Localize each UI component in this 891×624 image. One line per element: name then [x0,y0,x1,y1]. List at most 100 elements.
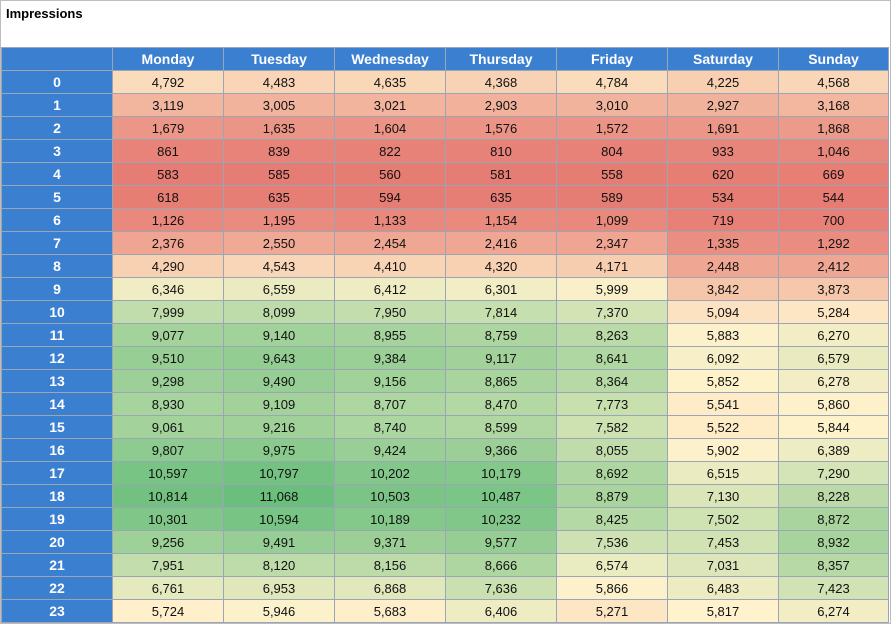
heatmap-cell[interactable]: 5,844 [778,415,889,439]
heatmap-cell[interactable]: 1,572 [556,116,668,140]
heatmap-cell[interactable]: 10,202 [334,461,446,485]
heatmap-cell[interactable]: 10,797 [223,461,335,485]
row-header-hour-12[interactable]: 12 [1,346,113,370]
heatmap-cell[interactable]: 7,453 [667,530,779,554]
column-header-wednesday[interactable]: Wednesday [334,47,446,71]
heatmap-cell[interactable]: 804 [556,139,668,163]
heatmap-cell[interactable]: 10,594 [223,507,335,531]
row-header-hour-3[interactable]: 3 [1,139,113,163]
heatmap-cell[interactable]: 9,510 [112,346,224,370]
heatmap-cell[interactable]: 5,866 [556,576,668,600]
heatmap-cell[interactable]: 6,274 [778,599,889,623]
heatmap-cell[interactable]: 7,951 [112,553,224,577]
heatmap-cell[interactable]: 10,503 [334,484,446,508]
row-header-hour-22[interactable]: 22 [1,576,113,600]
row-header-hour-15[interactable]: 15 [1,415,113,439]
heatmap-cell[interactable]: 719 [667,208,779,232]
row-header-hour-11[interactable]: 11 [1,323,113,347]
column-header-saturday[interactable]: Saturday [667,47,779,71]
row-header-hour-7[interactable]: 7 [1,231,113,255]
heatmap-cell[interactable]: 1,635 [223,116,335,140]
heatmap-cell[interactable]: 5,817 [667,599,779,623]
heatmap-cell[interactable]: 10,189 [334,507,446,531]
heatmap-cell[interactable]: 8,357 [778,553,889,577]
row-header-hour-1[interactable]: 1 [1,93,113,117]
heatmap-cell[interactable]: 5,522 [667,415,779,439]
heatmap-cell[interactable]: 5,883 [667,323,779,347]
heatmap-cell[interactable]: 10,487 [445,484,557,508]
row-header-hour-6[interactable]: 6 [1,208,113,232]
heatmap-cell[interactable]: 9,384 [334,346,446,370]
heatmap-cell[interactable]: 10,814 [112,484,224,508]
heatmap-cell[interactable]: 544 [778,185,889,209]
heatmap-cell[interactable]: 560 [334,162,446,186]
heatmap-cell[interactable]: 8,932 [778,530,889,554]
heatmap-cell[interactable]: 5,946 [223,599,335,623]
heatmap-cell[interactable]: 5,284 [778,300,889,324]
heatmap-cell[interactable]: 8,930 [112,392,224,416]
heatmap-cell[interactable]: 6,579 [778,346,889,370]
heatmap-cell[interactable]: 4,320 [445,254,557,278]
heatmap-cell[interactable]: 4,483 [223,70,335,94]
heatmap-cell[interactable]: 8,120 [223,553,335,577]
heatmap-cell[interactable]: 9,117 [445,346,557,370]
row-header-hour-0[interactable]: 0 [1,70,113,94]
heatmap-cell[interactable]: 6,406 [445,599,557,623]
heatmap-cell[interactable]: 620 [667,162,779,186]
heatmap-cell[interactable]: 1,046 [778,139,889,163]
heatmap-cell[interactable]: 700 [778,208,889,232]
heatmap-cell[interactable]: 6,559 [223,277,335,301]
heatmap-cell[interactable]: 7,950 [334,300,446,324]
heatmap-cell[interactable]: 635 [223,185,335,209]
heatmap-cell[interactable]: 6,301 [445,277,557,301]
heatmap-cell[interactable]: 3,021 [334,93,446,117]
heatmap-cell[interactable]: 8,425 [556,507,668,531]
heatmap-cell[interactable]: 8,879 [556,484,668,508]
heatmap-cell[interactable]: 7,636 [445,576,557,600]
heatmap-cell[interactable]: 8,865 [445,369,557,393]
heatmap-cell[interactable]: 8,099 [223,300,335,324]
heatmap-cell[interactable]: 8,470 [445,392,557,416]
heatmap-cell[interactable]: 7,502 [667,507,779,531]
heatmap-cell[interactable]: 8,707 [334,392,446,416]
heatmap-cell[interactable]: 8,156 [334,553,446,577]
heatmap-cell[interactable]: 6,270 [778,323,889,347]
heatmap-cell[interactable]: 8,692 [556,461,668,485]
column-header-monday[interactable]: Monday [112,47,224,71]
heatmap-cell[interactable]: 4,290 [112,254,224,278]
heatmap-cell[interactable]: 9,491 [223,530,335,554]
heatmap-cell[interactable]: 1,292 [778,231,889,255]
heatmap-cell[interactable]: 9,109 [223,392,335,416]
row-header-hour-17[interactable]: 17 [1,461,113,485]
heatmap-cell[interactable]: 8,599 [445,415,557,439]
heatmap-cell[interactable]: 10,179 [445,461,557,485]
heatmap-cell[interactable]: 1,868 [778,116,889,140]
heatmap-cell[interactable]: 4,171 [556,254,668,278]
heatmap-cell[interactable]: 11,068 [223,484,335,508]
heatmap-cell[interactable]: 8,666 [445,553,557,577]
heatmap-cell[interactable]: 10,232 [445,507,557,531]
heatmap-cell[interactable]: 1,154 [445,208,557,232]
heatmap-cell[interactable]: 5,271 [556,599,668,623]
heatmap-cell[interactable]: 534 [667,185,779,209]
heatmap-cell[interactable]: 2,412 [778,254,889,278]
heatmap-cell[interactable]: 8,759 [445,323,557,347]
heatmap-cell[interactable]: 7,290 [778,461,889,485]
row-header-hour-8[interactable]: 8 [1,254,113,278]
row-header-hour-21[interactable]: 21 [1,553,113,577]
row-header-hour-20[interactable]: 20 [1,530,113,554]
heatmap-cell[interactable]: 6,868 [334,576,446,600]
row-header-hour-13[interactable]: 13 [1,369,113,393]
row-header-hour-2[interactable]: 2 [1,116,113,140]
column-header-friday[interactable]: Friday [556,47,668,71]
heatmap-cell[interactable]: 3,010 [556,93,668,117]
heatmap-cell[interactable]: 8,872 [778,507,889,531]
heatmap-cell[interactable]: 5,999 [556,277,668,301]
heatmap-cell[interactable]: 585 [223,162,335,186]
heatmap-cell[interactable]: 4,635 [334,70,446,94]
heatmap-cell[interactable]: 8,263 [556,323,668,347]
heatmap-cell[interactable]: 618 [112,185,224,209]
heatmap-cell[interactable]: 8,055 [556,438,668,462]
heatmap-cell[interactable]: 5,094 [667,300,779,324]
heatmap-cell[interactable]: 6,389 [778,438,889,462]
